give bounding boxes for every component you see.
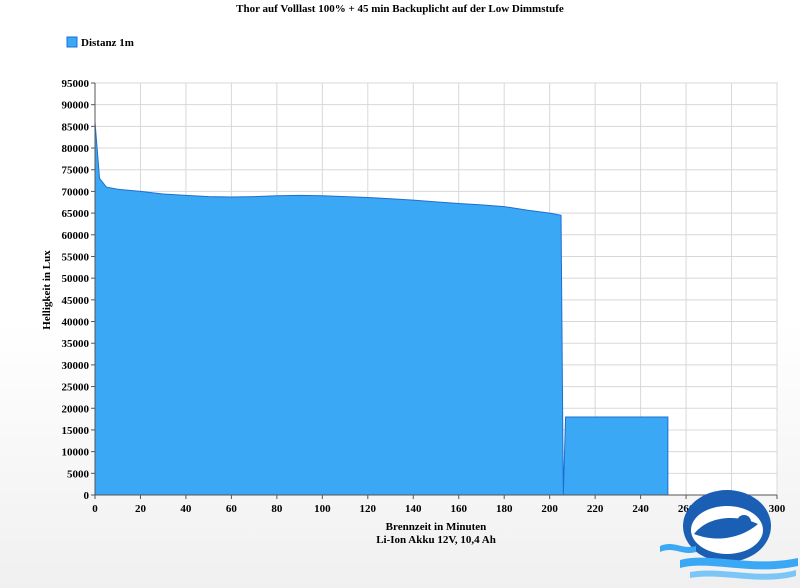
x-tick-label: 240	[632, 503, 649, 515]
y-axis-label: Helligkeit in Lux	[41, 250, 53, 330]
y-tick-label: 5000	[67, 468, 90, 480]
y-tick-label: 10000	[62, 447, 90, 459]
y-tick-label: 30000	[62, 360, 90, 372]
x-axis-sublabel: Li-Ion Akku 12V, 10,4 Ah	[376, 534, 496, 546]
x-axis-label: Brennzeit in Minuten	[386, 521, 487, 533]
y-tick-label: 15000	[62, 425, 90, 437]
y-tick-label: 80000	[62, 143, 90, 155]
x-tick-label: 60	[226, 503, 238, 515]
x-tick-label: 140	[405, 503, 422, 515]
y-tick-label: 20000	[62, 403, 90, 415]
y-tick-label: 75000	[62, 165, 90, 177]
series-layer	[94, 121, 669, 496]
x-tick-label: 100	[314, 503, 331, 515]
y-tick-label: 50000	[62, 273, 90, 285]
series-area	[94, 121, 669, 496]
legend-label: Distanz 1m	[81, 37, 134, 49]
y-tick-label: 0	[84, 490, 90, 502]
chart-title: Thor auf Volllast 100% + 45 min Backupli…	[236, 3, 564, 15]
y-tick-label: 35000	[62, 338, 90, 350]
y-tick-label: 70000	[62, 186, 90, 198]
x-tick-label: 80	[271, 503, 283, 515]
y-tick-label: 45000	[62, 295, 90, 307]
y-tick-label: 40000	[62, 317, 90, 329]
x-tick-label: 160	[450, 503, 467, 515]
x-tick-label: 20	[135, 503, 147, 515]
x-tick-label: 200	[541, 503, 558, 515]
diving-logo-icon	[660, 490, 798, 580]
y-tick-label: 55000	[62, 251, 90, 263]
x-tick-label: 220	[587, 503, 604, 515]
y-tick-label: 90000	[62, 100, 90, 112]
x-tick-label: 120	[360, 503, 377, 515]
y-tick-label: 60000	[62, 230, 90, 242]
y-tick-label: 65000	[62, 208, 90, 220]
legend-swatch	[66, 36, 78, 48]
y-tick-label: 85000	[62, 121, 90, 133]
y-axis-ticks: 0 5000 10000 15000 20000 25000 30000 35000 40000…	[62, 78, 96, 502]
x-tick-label: 0	[92, 503, 98, 515]
y-tick-label: 25000	[62, 382, 90, 394]
x-tick-label: 300	[769, 503, 786, 515]
x-axis-ticks: 0204060801001201401601802002202402602803…	[92, 494, 786, 515]
x-tick-label: 180	[496, 503, 513, 515]
legend: Distanz 1m	[66, 36, 134, 49]
x-tick-label: 40	[180, 503, 192, 515]
y-tick-label: 95000	[62, 78, 90, 90]
